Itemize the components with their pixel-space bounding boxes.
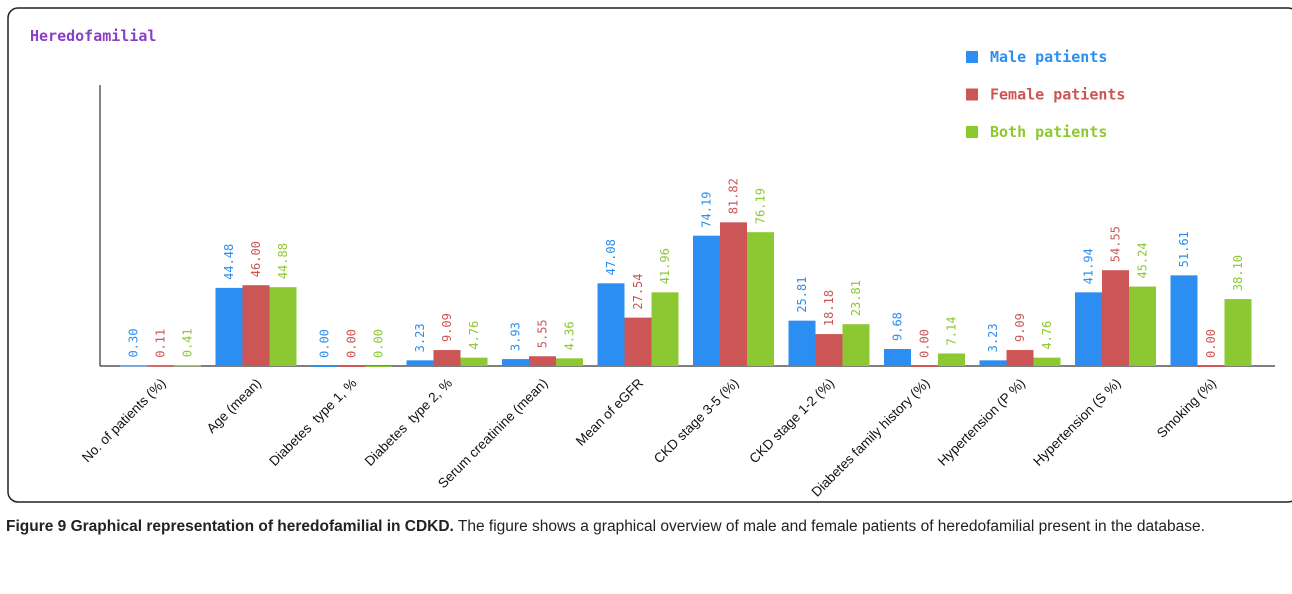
bar: [788, 320, 816, 366]
value-label: 81.82: [727, 178, 741, 214]
x-tick-label: Age (mean): [204, 376, 264, 436]
value-label: 44.88: [276, 243, 290, 279]
value-label: 0.30: [127, 329, 141, 358]
bar: [365, 366, 392, 367]
bar: [174, 365, 201, 367]
legend-swatch: [966, 126, 978, 138]
bar: [242, 285, 270, 366]
bar: [215, 287, 243, 366]
bar: [597, 283, 625, 366]
bar: [693, 235, 720, 366]
value-label: 9.09: [1013, 313, 1027, 342]
x-tick-label: Hypertension (S %): [1030, 376, 1123, 469]
bar: [911, 366, 938, 367]
value-label: 0.00: [918, 329, 932, 358]
legend-label: Male patients: [990, 48, 1107, 66]
value-label: 4.76: [1040, 321, 1054, 350]
value-label: 18.18: [822, 290, 836, 326]
value-label: 41.96: [658, 248, 672, 284]
value-label: 41.94: [1082, 248, 1096, 284]
legend-swatch: [966, 88, 978, 101]
legend-swatch: [966, 51, 978, 63]
value-label: 0.41: [181, 328, 195, 357]
value-label: 0.11: [154, 329, 168, 358]
value-label: 3.93: [509, 322, 523, 351]
x-tick-label: Mean of eGFR: [573, 375, 646, 448]
bar: [1224, 299, 1252, 366]
bar: [815, 334, 843, 366]
bar: [1033, 357, 1061, 366]
bar: [624, 317, 652, 366]
value-label: 44.48: [222, 244, 236, 280]
value-label: 27.54: [631, 274, 645, 310]
value-label: 46.00: [249, 241, 263, 277]
bar: [842, 324, 870, 366]
bar: [938, 353, 965, 366]
value-label: 7.14: [945, 317, 959, 346]
bar: [311, 366, 338, 367]
chart-frame: [7, 7, 1292, 503]
caption-label: Figure 9 Graphical representation of her…: [6, 518, 454, 535]
value-label: 0.00: [318, 329, 332, 358]
bar: [1102, 270, 1129, 366]
value-label: 47.08: [604, 239, 618, 275]
legend-label: Both patients: [990, 123, 1107, 141]
x-tick-label: Diabetes type 2, %: [362, 376, 455, 469]
bar: [979, 360, 1007, 366]
bar: [147, 365, 174, 367]
bar: [120, 365, 147, 367]
bar: [651, 292, 679, 366]
value-label: 76.19: [754, 188, 768, 224]
x-tick-label: Serum creatinine (mean): [435, 376, 551, 492]
x-tick-label: Hypertension (P %): [935, 376, 1028, 469]
caption: Figure 9 Graphical representation of her…: [6, 516, 1276, 538]
bar: [269, 287, 297, 366]
legend-label: Female patients: [990, 86, 1125, 104]
value-label: 5.55: [536, 319, 550, 348]
value-label: 25.81: [795, 277, 809, 313]
x-tick-label: No. of patients (%): [79, 376, 169, 466]
value-label: 4.76: [467, 321, 481, 350]
caption-text: The figure shows a graphical overview of…: [457, 518, 1205, 535]
value-label: 0.00: [345, 329, 359, 358]
bar: [1170, 275, 1198, 366]
value-label: 4.36: [563, 321, 577, 350]
value-label: 54.55: [1109, 226, 1123, 262]
x-tick-label: CKD stage 1-2 (%): [746, 376, 837, 467]
chart-title: Heredofamilial: [30, 27, 156, 45]
value-label: 51.61: [1177, 231, 1191, 267]
bar: [433, 350, 461, 366]
bar: [1075, 292, 1102, 366]
bar: [884, 348, 911, 366]
bar: [1197, 366, 1225, 367]
value-label: 0.00: [1204, 329, 1218, 358]
bar: [460, 357, 488, 366]
x-tick-label: Diabetes type 1, %: [266, 376, 359, 469]
bar: [406, 360, 434, 366]
x-tick-label: CKD stage 3-5 (%): [651, 376, 742, 467]
bar: [1006, 350, 1034, 366]
bar: [556, 358, 583, 366]
value-label: 9.09: [440, 313, 454, 342]
value-label: 38.10: [1231, 255, 1245, 291]
bar: [502, 359, 529, 366]
bar: [529, 356, 556, 366]
value-label: 3.23: [413, 323, 427, 352]
value-label: 0.00: [372, 329, 386, 358]
value-label: 9.68: [891, 312, 905, 341]
value-label: 45.24: [1136, 242, 1150, 278]
value-label: 3.23: [986, 323, 1000, 352]
bar: [720, 222, 747, 366]
chart: Heredofamilial Male patients Female patie…: [7, 7, 1292, 503]
bar: [747, 232, 774, 366]
value-label: 74.19: [700, 192, 714, 228]
bar: [338, 366, 365, 367]
bar: [1129, 286, 1156, 366]
value-label: 23.81: [849, 280, 863, 316]
x-tick-label: Smoking (%): [1154, 376, 1219, 441]
